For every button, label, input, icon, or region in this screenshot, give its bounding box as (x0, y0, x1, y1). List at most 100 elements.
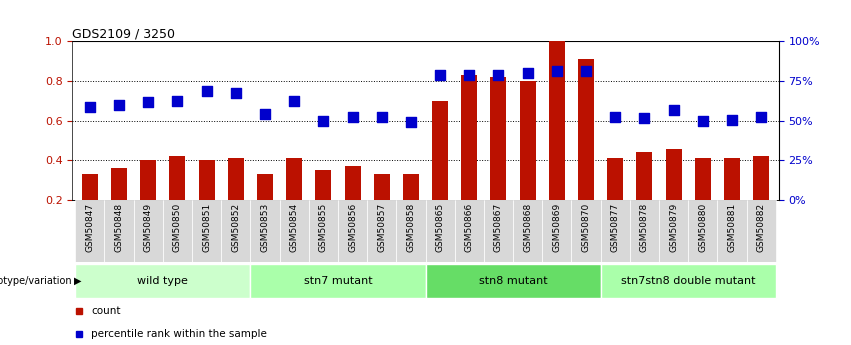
Bar (665, 148, 682, 200)
Bar (542, 200, 571, 262)
Point (258, 111, 271, 116)
Bar (345, 166, 361, 200)
Point (696, 118, 710, 124)
Bar (169, 156, 186, 200)
Point (375, 114, 389, 119)
Bar (198, 160, 214, 200)
Point (550, 68, 563, 73)
Text: GSM50856: GSM50856 (348, 203, 357, 253)
Point (288, 98, 301, 104)
Bar (578, 59, 594, 200)
Bar (397, 200, 426, 262)
Bar (82, 174, 98, 200)
Bar (75, 264, 250, 298)
Point (637, 115, 651, 120)
Point (112, 102, 126, 108)
Text: GSM50849: GSM50849 (144, 203, 152, 252)
Bar (608, 158, 623, 200)
Point (346, 114, 359, 119)
Text: GSM50855: GSM50855 (319, 203, 328, 253)
Text: GSM50882: GSM50882 (757, 203, 766, 252)
Text: GSM50853: GSM50853 (260, 203, 270, 253)
Point (462, 72, 476, 78)
Bar (601, 264, 776, 298)
Bar (163, 200, 192, 262)
Text: GSM50866: GSM50866 (465, 203, 474, 253)
Text: GSM50867: GSM50867 (494, 203, 503, 253)
Text: GSM50870: GSM50870 (581, 203, 591, 253)
Text: GSM50854: GSM50854 (289, 203, 299, 252)
Bar (484, 200, 513, 262)
Bar (111, 168, 127, 200)
Bar (717, 200, 746, 262)
Point (754, 114, 768, 119)
Bar (250, 264, 426, 298)
Text: GSM50847: GSM50847 (85, 203, 94, 252)
Bar (520, 81, 535, 200)
Bar (571, 200, 601, 262)
Bar (221, 200, 250, 262)
Text: GSM50880: GSM50880 (699, 203, 707, 253)
Bar (637, 152, 653, 200)
Text: stn8 mutant: stn8 mutant (479, 276, 547, 286)
Point (141, 100, 155, 105)
Bar (426, 200, 454, 262)
Bar (746, 200, 776, 262)
Bar (490, 77, 506, 200)
Bar (426, 264, 601, 298)
Bar (316, 170, 331, 200)
Bar (513, 200, 542, 262)
Point (404, 120, 418, 125)
Point (83, 105, 97, 110)
Text: genotype/variation: genotype/variation (0, 276, 72, 286)
Text: GSM50868: GSM50868 (523, 203, 532, 253)
Bar (549, 41, 565, 200)
Point (229, 90, 243, 96)
Bar (694, 158, 711, 200)
Bar (250, 200, 280, 262)
Text: count: count (92, 306, 121, 316)
Bar (688, 200, 717, 262)
Bar (724, 158, 740, 200)
Text: GSM50851: GSM50851 (202, 203, 211, 253)
Point (521, 70, 534, 76)
Text: GSM50857: GSM50857 (377, 203, 386, 253)
Text: percentile rank within the sample: percentile rank within the sample (92, 329, 267, 339)
Bar (228, 158, 243, 200)
Bar (659, 200, 688, 262)
Text: ▶: ▶ (74, 276, 82, 286)
Bar (601, 200, 630, 262)
Text: GSM50850: GSM50850 (173, 203, 182, 253)
Text: GSM50858: GSM50858 (407, 203, 415, 253)
Text: GDS2109 / 3250: GDS2109 / 3250 (72, 27, 175, 40)
Point (725, 117, 739, 123)
Bar (403, 174, 419, 200)
Bar (630, 200, 659, 262)
Bar (280, 200, 309, 262)
Bar (286, 158, 302, 200)
Text: GSM50848: GSM50848 (115, 203, 123, 252)
Bar (257, 174, 273, 200)
Text: GSM50877: GSM50877 (611, 203, 620, 253)
Text: GSM50878: GSM50878 (640, 203, 649, 253)
Text: GSM50865: GSM50865 (436, 203, 444, 253)
Text: stn7stn8 double mutant: stn7stn8 double mutant (621, 276, 756, 286)
Text: GSM50869: GSM50869 (552, 203, 562, 253)
Bar (140, 160, 157, 200)
Bar (192, 200, 221, 262)
Bar (75, 200, 105, 262)
Text: wild type: wild type (137, 276, 188, 286)
Text: GSM50879: GSM50879 (669, 203, 678, 253)
Bar (105, 200, 134, 262)
Text: GSM50881: GSM50881 (728, 203, 736, 253)
Point (200, 89, 214, 94)
Bar (134, 200, 163, 262)
Point (667, 108, 681, 113)
Point (492, 72, 505, 78)
Text: GSM50852: GSM50852 (231, 203, 240, 252)
Text: stn7 mutant: stn7 mutant (304, 276, 372, 286)
Point (580, 68, 593, 73)
Bar (309, 200, 338, 262)
Bar (432, 101, 448, 200)
Bar (454, 200, 484, 262)
